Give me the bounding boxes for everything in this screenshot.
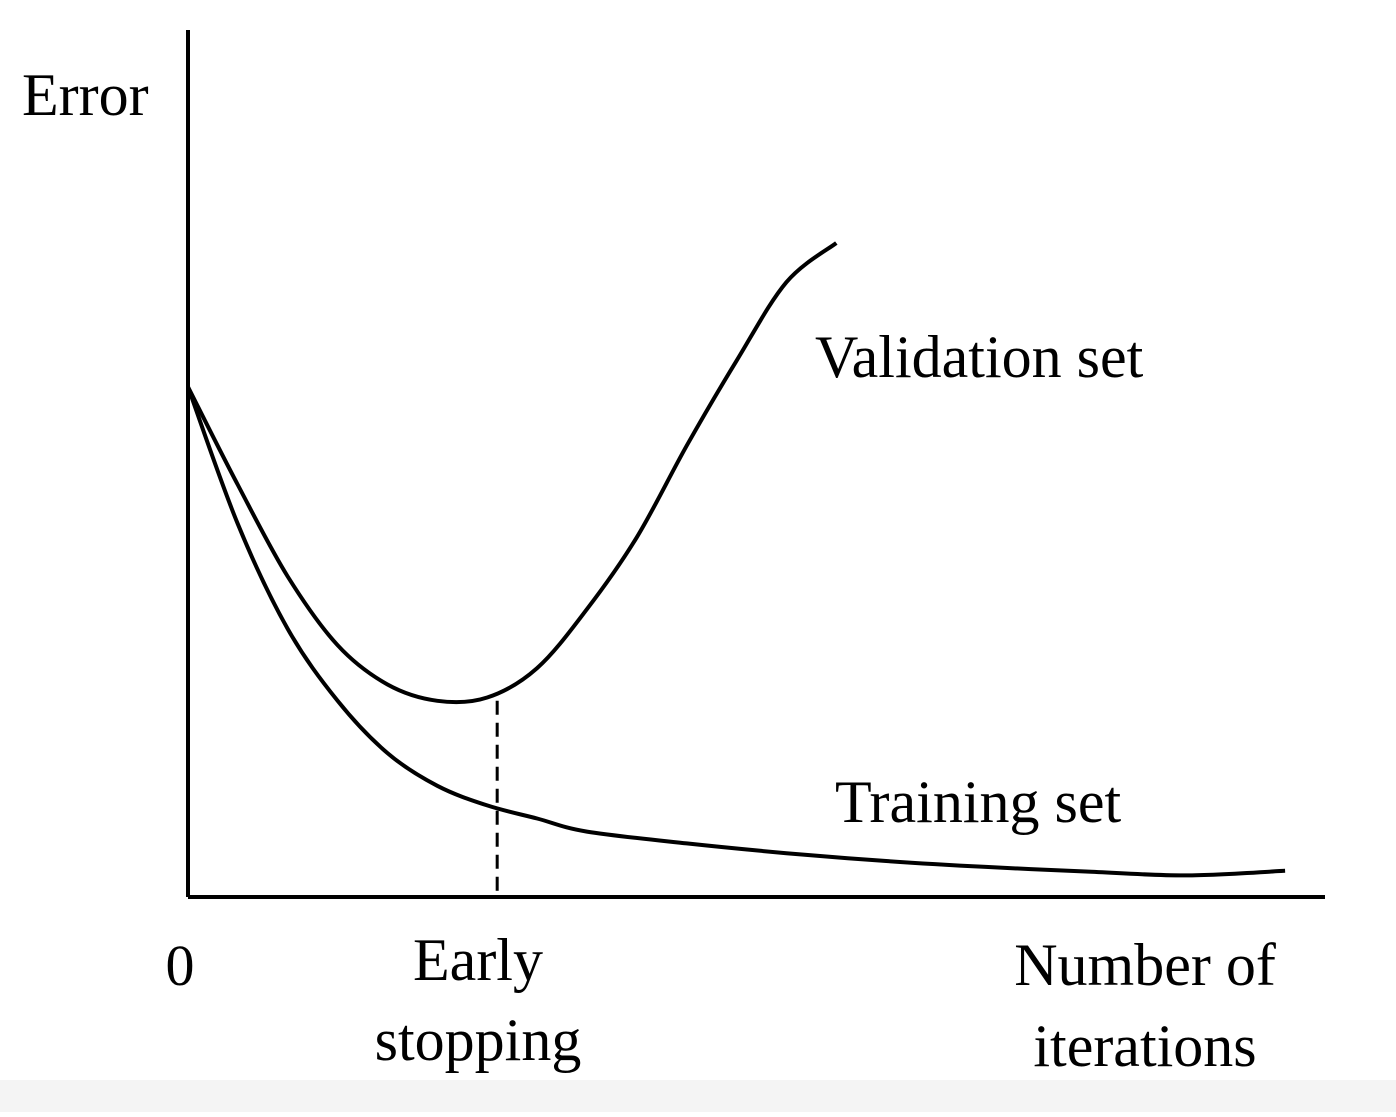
series-line-validation-set (188, 243, 836, 702)
series-label-validation-set: Validation set (815, 324, 1144, 390)
axes (188, 30, 1325, 897)
x-axis-label-line2: iterations (1033, 1013, 1256, 1079)
bottom-band (0, 1080, 1396, 1112)
y-axis-label: Error (22, 62, 149, 128)
series-label-training-set: Training set (835, 769, 1121, 835)
early-stopping-label-line2: stopping (375, 1007, 582, 1073)
labels: Error 0 Early stopping Number of iterati… (22, 62, 1276, 1079)
x-origin-tick-label: 0 (166, 933, 195, 998)
early-stopping-label-line1: Early (413, 927, 543, 993)
x-axis-label-line1: Number of (1014, 932, 1276, 998)
